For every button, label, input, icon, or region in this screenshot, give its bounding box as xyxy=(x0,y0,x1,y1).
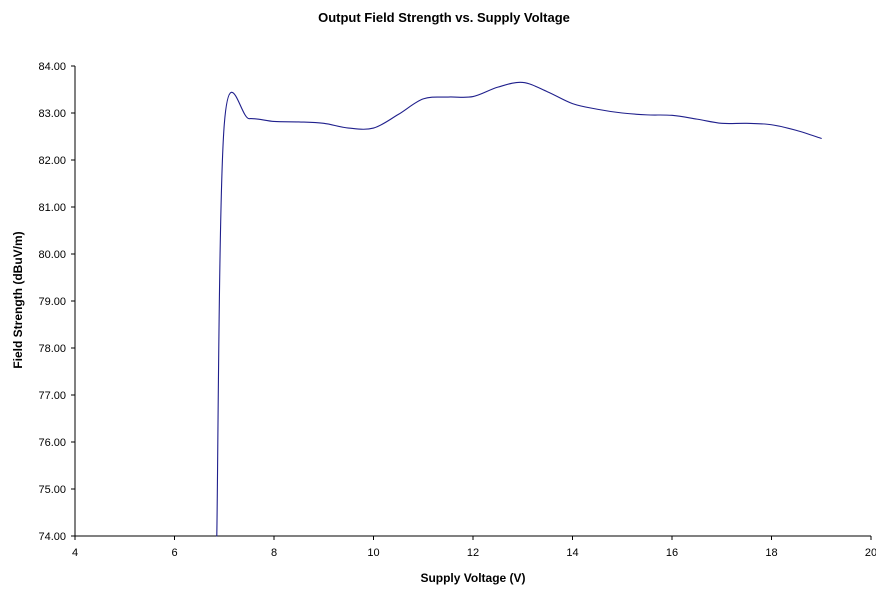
y-tick-label: 74.00 xyxy=(38,531,66,543)
y-axis-label: Field Strength (dBuV/m) xyxy=(11,231,25,368)
x-tick-label: 10 xyxy=(367,547,379,559)
y-axis-ticks: 74.00 75.00 76.00 77.00 78.00 79.00 80.00 81.00… xyxy=(38,61,75,543)
chart-title: Output Field Strength vs. Supply Voltage xyxy=(318,10,570,25)
y-tick-label: 78.00 xyxy=(38,343,66,355)
y-tick-label: 83.00 xyxy=(38,108,66,120)
y-tick-label: 80.00 xyxy=(38,249,66,261)
x-axis-ticks: 4 6 8 10 12 14 16 18 20 xyxy=(72,536,876,559)
x-tick-label: 18 xyxy=(765,547,777,559)
x-tick-label: 14 xyxy=(566,547,578,559)
y-tick-label: 81.00 xyxy=(38,202,66,214)
x-tick-label: 20 xyxy=(865,547,876,559)
x-tick-label: 6 xyxy=(171,547,177,559)
x-axis-label: Supply Voltage (V) xyxy=(420,571,525,585)
x-tick-label: 12 xyxy=(467,547,479,559)
y-tick-label: 75.00 xyxy=(38,484,66,496)
y-tick-label: 84.00 xyxy=(38,61,66,73)
x-tick-label: 4 xyxy=(72,547,78,559)
y-tick-label: 77.00 xyxy=(38,390,66,402)
y-tick-label: 79.00 xyxy=(38,296,66,308)
y-tick-label: 82.00 xyxy=(38,155,66,167)
axes xyxy=(74,66,871,537)
x-tick-label: 8 xyxy=(271,547,277,559)
x-tick-label: 16 xyxy=(666,547,678,559)
series-group xyxy=(216,81,822,537)
y-tick-label: 76.00 xyxy=(38,437,66,449)
series-line xyxy=(216,81,822,537)
